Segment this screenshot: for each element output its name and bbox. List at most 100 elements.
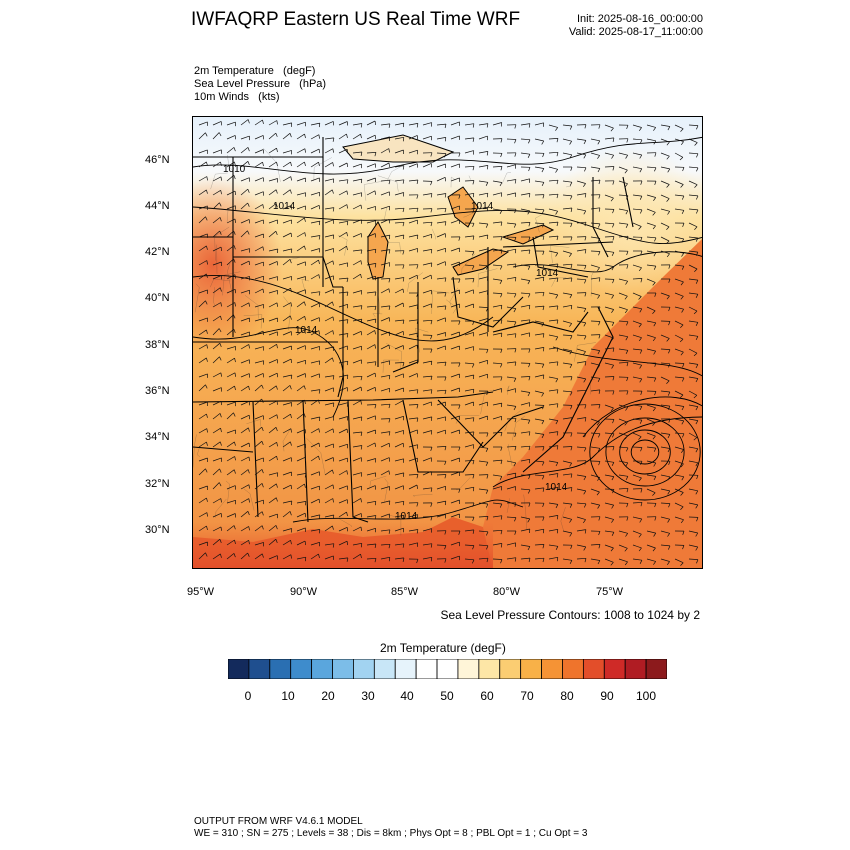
wind-barb-flag bbox=[360, 543, 363, 548]
wind-barb bbox=[604, 362, 614, 366]
wind-barb-flag bbox=[234, 441, 236, 446]
wind-barb-flag bbox=[485, 462, 489, 466]
field-label-winds: 10m Winds (kts) bbox=[194, 91, 280, 103]
wind-barb-flag bbox=[695, 448, 699, 453]
wind-barb bbox=[254, 426, 263, 434]
wind-barb-flag bbox=[485, 265, 489, 270]
wind-barb bbox=[352, 431, 362, 434]
wind-barb-flag bbox=[500, 138, 503, 143]
wind-barb-flag bbox=[219, 539, 222, 544]
wind-barb bbox=[422, 262, 432, 266]
wind-barb bbox=[520, 445, 531, 448]
wind-barb-flag bbox=[318, 134, 320, 139]
wind-barb bbox=[674, 292, 684, 297]
wind-barb-flag bbox=[275, 231, 278, 236]
wind-barb bbox=[282, 150, 292, 154]
wind-barb bbox=[646, 250, 656, 254]
wind-barb-flag bbox=[638, 226, 642, 230]
wind-barb bbox=[450, 387, 460, 392]
wind-barb-flag bbox=[583, 210, 587, 215]
wind-barb bbox=[562, 530, 572, 534]
wind-barb-flag bbox=[569, 532, 573, 537]
wind-barb bbox=[226, 245, 235, 252]
wind-barb bbox=[226, 385, 235, 392]
wind-barb bbox=[478, 306, 489, 308]
wind-barb bbox=[506, 248, 516, 252]
wind-barb bbox=[352, 345, 362, 350]
wind-barb bbox=[618, 487, 629, 490]
wind-barb bbox=[380, 123, 390, 126]
wind-barb bbox=[660, 376, 670, 382]
wind-barb-flag bbox=[667, 561, 670, 566]
wind-barb-flag bbox=[555, 504, 559, 509]
wind-barb bbox=[296, 148, 306, 154]
wind-barb-flag bbox=[541, 140, 545, 145]
wind-barb-flag bbox=[528, 293, 531, 298]
wind-barb bbox=[282, 413, 291, 420]
wind-barb bbox=[618, 530, 628, 534]
wind-barb bbox=[464, 123, 474, 126]
wind-barb bbox=[268, 525, 277, 532]
wind-barb bbox=[296, 161, 305, 168]
wind-barb bbox=[394, 373, 404, 378]
wind-barb bbox=[352, 386, 362, 392]
wind-barb-flag bbox=[247, 161, 250, 166]
wind-barb bbox=[520, 402, 530, 406]
wind-barb-flag bbox=[346, 221, 349, 226]
wind-barb bbox=[338, 303, 348, 308]
wind-barb-flag bbox=[206, 176, 208, 181]
county-border bbox=[508, 444, 513, 467]
wind-barb bbox=[576, 502, 587, 505]
wind-barb bbox=[352, 219, 362, 224]
wind-barb bbox=[450, 415, 460, 420]
wind-barb bbox=[660, 432, 670, 435]
wind-barb bbox=[632, 432, 642, 438]
wind-barb-flag bbox=[693, 395, 698, 399]
wind-barb bbox=[310, 177, 320, 182]
wind-barb bbox=[534, 180, 544, 183]
wind-barb-flag bbox=[653, 561, 656, 565]
wind-barb-flag bbox=[430, 557, 433, 562]
wind-barb bbox=[254, 204, 263, 210]
wind-barb-flag bbox=[639, 209, 643, 214]
county-border bbox=[480, 389, 495, 415]
lat-label: 42°N bbox=[145, 246, 170, 258]
wind-barb bbox=[450, 261, 460, 266]
wind-barb bbox=[590, 348, 600, 351]
wind-barb bbox=[226, 288, 236, 294]
wind-barb-flag bbox=[318, 389, 321, 394]
wind-barb bbox=[338, 319, 348, 322]
wind-barb bbox=[450, 247, 460, 252]
wind-barb bbox=[436, 233, 446, 238]
wind-barb-flag bbox=[598, 389, 601, 394]
wind-barb bbox=[422, 319, 433, 322]
wind-barb bbox=[254, 525, 263, 532]
wind-barb-flag bbox=[695, 420, 699, 425]
wind-barb bbox=[380, 403, 391, 406]
county-border bbox=[449, 287, 458, 306]
wind-barb bbox=[478, 318, 488, 322]
wind-barb bbox=[674, 348, 684, 353]
colorbar-label: 10 bbox=[281, 689, 295, 703]
wind-barb bbox=[352, 445, 362, 448]
wind-barb bbox=[660, 180, 670, 185]
wind-barb-flag bbox=[541, 461, 545, 466]
wind-barb bbox=[254, 149, 264, 154]
county-border bbox=[382, 359, 400, 373]
wind-barb-flag bbox=[569, 350, 573, 355]
wind-barb bbox=[352, 526, 362, 532]
wind-barb bbox=[198, 457, 208, 462]
wind-barb-flag bbox=[652, 435, 656, 440]
state-border bbox=[532, 236, 589, 278]
wind-barb bbox=[478, 446, 488, 449]
wind-barb-flag bbox=[597, 350, 601, 355]
wind-barb-flag bbox=[668, 349, 671, 354]
wind-barb-flag bbox=[247, 188, 250, 193]
wind-barb bbox=[226, 401, 236, 406]
wind-barb bbox=[436, 137, 446, 140]
wind-barb bbox=[226, 147, 235, 154]
wind-barb bbox=[660, 488, 670, 492]
wind-barb-flag bbox=[654, 292, 657, 297]
wind-barb-flag bbox=[668, 307, 671, 312]
isobar-contours bbox=[193, 136, 702, 523]
